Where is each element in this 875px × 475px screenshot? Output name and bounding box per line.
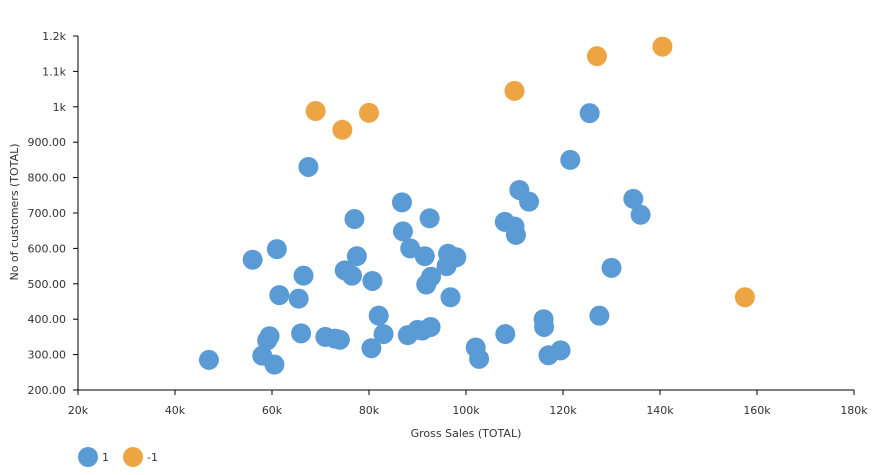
legend-item-series-neg1[interactable]: -1 — [123, 447, 158, 467]
data-point[interactable] — [504, 80, 525, 101]
data-point[interactable] — [630, 204, 651, 225]
data-point[interactable] — [440, 287, 461, 308]
data-points — [198, 36, 755, 375]
y-tick-label: 300.00 — [28, 349, 67, 362]
y-axis-title: No of customers (TOTAL) — [8, 143, 21, 280]
x-tick-label: 60k — [262, 404, 283, 417]
data-point[interactable] — [264, 354, 285, 375]
data-point[interactable] — [198, 349, 219, 370]
y-tick-label: 1.1k — [42, 65, 66, 78]
y-tick-label: 200.00 — [28, 384, 67, 397]
data-point[interactable] — [362, 270, 383, 291]
data-point[interactable] — [734, 287, 755, 308]
legend-swatch-series-neg1 — [123, 447, 143, 467]
data-point[interactable] — [344, 209, 365, 230]
x-tick-label: 160k — [743, 404, 771, 417]
x-tick-label: 100k — [452, 404, 480, 417]
x-tick-label: 80k — [359, 404, 380, 417]
data-point[interactable] — [652, 36, 673, 57]
y-tick-label: 500.00 — [28, 278, 67, 291]
data-point[interactable] — [505, 224, 526, 245]
data-point[interactable] — [291, 323, 312, 344]
data-point[interactable] — [560, 149, 581, 170]
data-point[interactable] — [361, 338, 382, 359]
axes: 20k 40k 60k 80k 100k 120k 140k 160k 180k 200.00 30… — [28, 30, 869, 417]
data-point[interactable] — [288, 288, 309, 309]
data-point[interactable] — [298, 156, 319, 177]
data-point[interactable] — [414, 246, 435, 267]
data-point[interactable] — [495, 324, 516, 345]
data-point[interactable] — [266, 239, 287, 260]
legend-swatch-series-1 — [78, 447, 98, 467]
y-tick-label: 700.00 — [28, 207, 67, 220]
y-tick-label: 400.00 — [28, 313, 67, 326]
data-point[interactable] — [359, 102, 379, 123]
data-point[interactable] — [368, 305, 389, 326]
data-point[interactable] — [392, 221, 413, 242]
y-tick-label: 900.00 — [28, 136, 67, 149]
data-point[interactable] — [589, 305, 610, 326]
y-tick-label: 1k — [53, 101, 67, 114]
data-point[interactable] — [346, 246, 367, 267]
data-point[interactable] — [391, 192, 412, 213]
data-point[interactable] — [579, 103, 600, 124]
data-point[interactable] — [329, 329, 350, 350]
data-point[interactable] — [601, 257, 622, 278]
y-tick-label: 1.2k — [42, 30, 66, 43]
data-point[interactable] — [550, 340, 571, 361]
data-point[interactable] — [373, 324, 394, 345]
data-point[interactable] — [242, 249, 263, 270]
data-point[interactable] — [293, 265, 314, 286]
x-tick-label: 140k — [646, 404, 674, 417]
data-point[interactable] — [420, 316, 441, 337]
x-tick-label: 120k — [549, 404, 577, 417]
legend-label-series-neg1: -1 — [147, 450, 158, 464]
legend: 1 -1 — [78, 447, 172, 467]
data-point[interactable] — [519, 191, 540, 212]
data-point[interactable] — [421, 266, 442, 287]
y-tick-label: 600.00 — [28, 242, 67, 255]
legend-label-series-1: 1 — [102, 450, 109, 464]
data-point[interactable] — [534, 316, 555, 337]
legend-item-series-1[interactable]: 1 — [78, 447, 109, 467]
data-point[interactable] — [623, 188, 644, 209]
data-point[interactable] — [586, 46, 607, 67]
series-neg1-points — [305, 36, 755, 308]
data-point[interactable] — [419, 208, 440, 229]
data-point[interactable] — [342, 265, 363, 286]
x-tick-label: 40k — [165, 404, 186, 417]
data-point[interactable] — [269, 285, 290, 306]
series-1-points — [198, 103, 651, 375]
data-point[interactable] — [259, 326, 280, 347]
x-tick-label: 20k — [68, 404, 89, 417]
data-point[interactable] — [305, 101, 326, 122]
data-point[interactable] — [446, 247, 467, 268]
x-tick-label: 180k — [840, 404, 868, 417]
y-tick-label: 800.00 — [28, 172, 67, 185]
data-point[interactable] — [469, 348, 490, 369]
x-axis-title: Gross Sales (TOTAL) — [411, 427, 522, 440]
data-point[interactable] — [332, 119, 353, 140]
